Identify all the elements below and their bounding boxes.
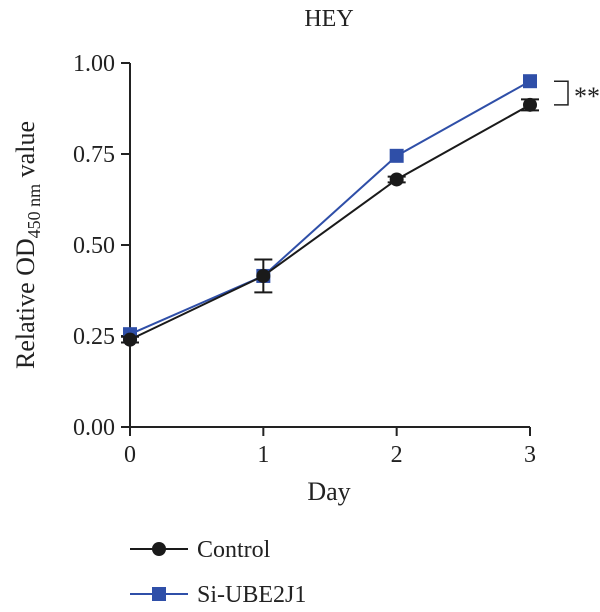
axes: 0.00 0.25 0.50 0.75 1.00 0 1 2 3 — [73, 51, 536, 468]
data-point — [389, 172, 404, 187]
y-axis-label: Relative OD450 nm value — [11, 121, 44, 369]
data-point — [256, 268, 271, 283]
series-line — [129, 80, 531, 336]
data-point — [523, 74, 537, 89]
series-control — [121, 97, 539, 347]
y-tick-label: 1.00 — [73, 51, 115, 77]
x-tick-label: 2 — [391, 442, 403, 468]
legend-marker — [152, 587, 166, 601]
data-point — [389, 148, 404, 163]
y-axis-label-subscript: 450 nm — [24, 184, 44, 239]
series-layer — [121, 74, 539, 347]
significance-bracket — [554, 80, 569, 106]
data-point — [123, 332, 137, 347]
x-axis-label: Day — [307, 477, 350, 506]
legend-label: Si-UBE2J1 — [197, 582, 306, 608]
series-si-ube2j1 — [123, 74, 537, 342]
y-tick-label: 0.00 — [73, 415, 115, 441]
x-tick-label: 0 — [124, 442, 136, 468]
y-tick-label: 0.50 — [73, 233, 115, 259]
data-point — [523, 97, 537, 112]
legend-item: Si-UBE2J1 — [130, 582, 306, 608]
chart-title: HEY — [304, 6, 353, 32]
y-tick-label: 0.25 — [73, 324, 115, 350]
series-line — [129, 103, 531, 341]
x-tick-label: 1 — [257, 442, 269, 468]
svg-text:Relative OD450 nm value: Relative OD450 nm value — [11, 121, 44, 369]
legend: Control Si-UBE2J1 — [130, 537, 306, 608]
x-tick-label: 3 — [524, 442, 536, 468]
annotation-layer: ** — [554, 80, 600, 111]
legend-marker — [152, 542, 166, 556]
significance-label: ** — [574, 82, 600, 111]
y-axis-label-suffix: value — [11, 121, 40, 184]
y-axis-label-main: Relative OD — [11, 238, 40, 369]
legend-item: Control — [130, 537, 271, 563]
legend-label: Control — [197, 537, 271, 563]
y-tick-label: 0.75 — [73, 142, 115, 168]
